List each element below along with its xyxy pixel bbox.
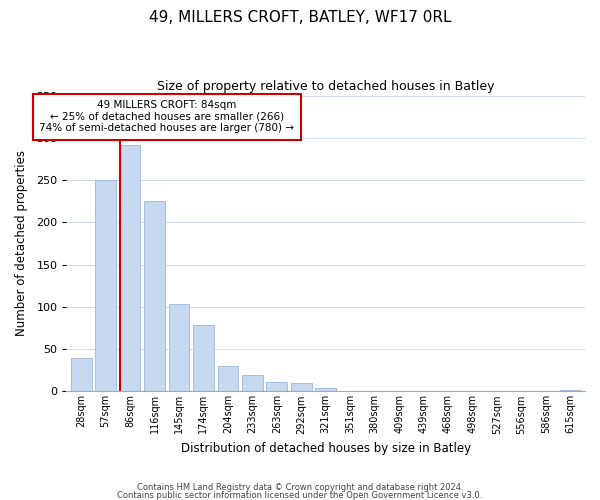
Bar (560, 390, 581, 392)
Text: Contains HM Land Registry data © Crown copyright and database right 2024.: Contains HM Land Registry data © Crown c… (137, 483, 463, 492)
Bar (95, 180, 116, 392)
Bar (316, 388, 336, 392)
Bar (71, 358, 92, 392)
Title: Size of property relative to detached houses in Batley: Size of property relative to detached ho… (157, 80, 494, 93)
Y-axis label: Number of detached properties: Number of detached properties (15, 150, 28, 336)
Text: 49 MILLERS CROFT: 84sqm
← 25% of detached houses are smaller (266)
74% of semi-d: 49 MILLERS CROFT: 84sqm ← 25% of detache… (39, 100, 294, 134)
Bar (266, 382, 287, 392)
Text: 49, MILLERS CROFT, BATLEY, WF17 0RL: 49, MILLERS CROFT, BATLEY, WF17 0RL (149, 10, 451, 25)
Bar (291, 383, 311, 392)
Bar (119, 144, 140, 392)
X-axis label: Distribution of detached houses by size in Batley: Distribution of detached houses by size … (181, 442, 471, 455)
Text: Contains public sector information licensed under the Open Government Licence v3: Contains public sector information licen… (118, 490, 482, 500)
Bar (169, 304, 190, 392)
Bar (242, 376, 263, 392)
Bar (193, 326, 214, 392)
Bar (144, 201, 165, 392)
Bar (218, 366, 238, 392)
